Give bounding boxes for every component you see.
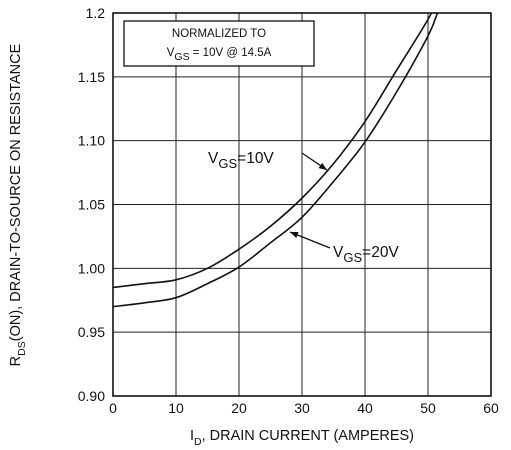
x-tick-label: 40 <box>357 400 373 416</box>
y-axis-label-text: (ON), DRAIN-TO-SOURCE ON RESISTANCE <box>8 43 24 341</box>
x-tick-label: 60 <box>483 400 499 416</box>
series-label-vgs-20v: VGS=20V <box>333 244 399 265</box>
normalization-line-2: VGS = 10V @ 14.5A <box>167 47 272 63</box>
x-tick-label: 50 <box>420 400 436 416</box>
arrow-vgs-10v-head <box>318 162 327 170</box>
x-axis-label-text: , DRAIN CURRENT (AMPERES) <box>202 428 414 444</box>
normalization-line-1: NORMALIZED TO <box>172 28 266 40</box>
ticks: 0 10 20 30 40 50 60 0.90 0.95 1.00 1.05 1.10 1.15 1.2 <box>78 5 499 416</box>
series-label-vgs-20v-symbol: V <box>333 244 344 261</box>
x-axis-label: ID, DRAIN CURRENT (AMPERES) <box>190 428 414 448</box>
series-label-vgs-10v: VGS=10V <box>208 150 274 171</box>
x-tick-label: 0 <box>109 400 117 416</box>
curve-vgs-20v <box>113 13 439 308</box>
series-label-vgs-20v-subscript: GS <box>343 250 362 265</box>
y-tick-label: 0.90 <box>78 388 105 404</box>
y-axis-label-symbol: R <box>8 356 24 366</box>
x-tick-label: 20 <box>231 400 247 416</box>
normalization-vgs-symbol: V <box>167 47 175 59</box>
series-label-vgs-10v-value: =10V <box>237 150 274 167</box>
y-tick-label: 1.10 <box>78 133 105 149</box>
grid <box>113 13 491 396</box>
y-tick-label: 1.05 <box>78 197 105 213</box>
y-axis-label: RDS(ON), DRAIN-TO-SOURCE ON RESISTANCE <box>8 43 28 366</box>
series-label-vgs-20v-value: =20V <box>362 244 399 261</box>
normalization-box <box>123 20 315 67</box>
arrow-vgs-20v-head <box>290 232 299 238</box>
x-axis-label-subscript: D <box>194 436 202 448</box>
normalization-vgs-value: = 10V @ 14.5A <box>190 47 272 59</box>
y-tick-label: 1.2 <box>86 5 106 21</box>
normalization-vgs-subscript: GS <box>174 51 189 63</box>
x-tick-label: 10 <box>168 400 184 416</box>
x-tick-label: 30 <box>294 400 310 416</box>
curves <box>113 13 439 308</box>
y-tick-label: 0.95 <box>78 324 105 340</box>
y-tick-label: 1.00 <box>78 260 105 276</box>
curve-vgs-10v <box>113 13 433 289</box>
plot-frame <box>112 12 492 397</box>
x-axis-label-symbol: I <box>190 428 194 444</box>
y-axis-label-subscript: DS <box>16 341 28 356</box>
y-tick-label: 1.15 <box>78 69 105 85</box>
curve-label-arrows <box>289 152 331 249</box>
series-label-vgs-10v-symbol: V <box>208 150 219 167</box>
series-label-vgs-10v-subscript: GS <box>218 156 237 171</box>
